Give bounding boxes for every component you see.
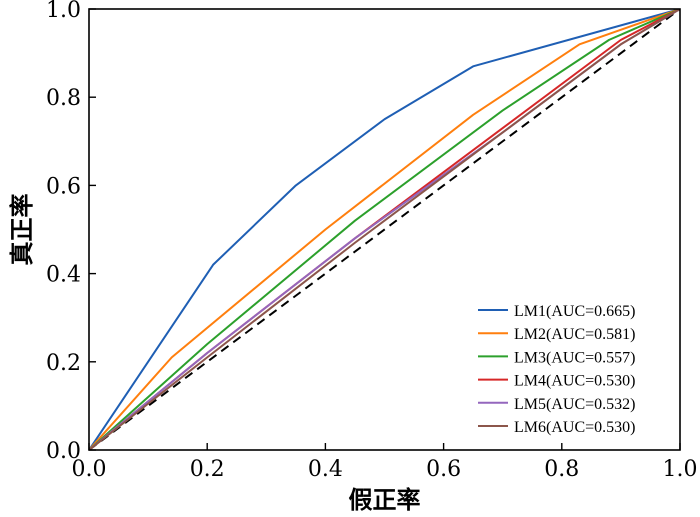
x-tick-label: 0.6	[426, 457, 461, 482]
legend-label-2: LM2(AUC=0.581)	[514, 326, 635, 343]
axis-ticks: 0.0 0.2 0.4 0.6 0.8 1.0 0.0 0.2 0.4 0.6 0.8 1.0	[46, 0, 698, 482]
plot-frame	[88, 8, 681, 451]
x-tick-label: 1.0	[663, 457, 698, 482]
series-line-6	[89, 9, 680, 450]
x-tick-label: 0.0	[72, 457, 107, 482]
legend-label-4: LM4(AUC=0.530)	[514, 373, 635, 390]
x-tick-label: 0.8	[544, 457, 579, 482]
y-axis-title: 真正率	[7, 194, 36, 266]
y-tick-label: 0.0	[46, 439, 81, 464]
legend-label-1: LM1(AUC=0.665)	[514, 303, 635, 320]
series-line-1	[89, 9, 680, 450]
x-tick-label: 0.4	[308, 457, 343, 482]
x-axis-title: 假正率	[349, 485, 421, 514]
legend: LM1(AUC=0.665) LM2(AUC=0.581) LM3(AUC=0.55…	[478, 303, 635, 436]
legend-label-5: LM5(AUC=0.532)	[514, 396, 635, 413]
y-tick-label: 0.4	[46, 263, 81, 288]
series-line-3	[89, 9, 680, 450]
y-tick-label: 0.6	[46, 174, 81, 199]
y-tick-label: 0.8	[46, 86, 81, 111]
y-tick-label: 0.2	[46, 351, 81, 376]
plot-lines	[89, 9, 680, 450]
x-tick-label: 0.2	[190, 457, 225, 482]
legend-label-3: LM3(AUC=0.557)	[514, 349, 635, 366]
reference-diagonal-line	[89, 9, 680, 450]
y-tick-label: 1.0	[46, 0, 81, 23]
series-line-2	[89, 9, 680, 450]
legend-label-6: LM6(AUC=0.530)	[514, 419, 635, 436]
